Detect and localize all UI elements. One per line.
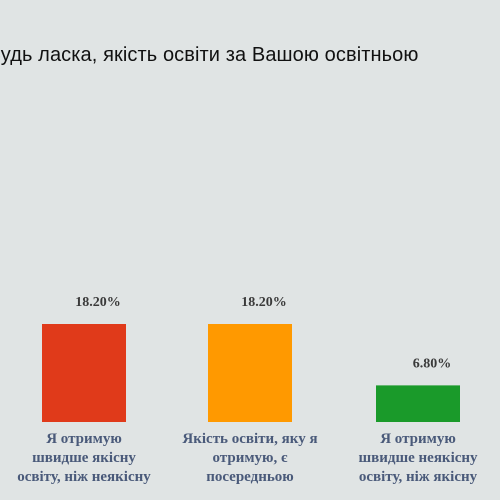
category-label-2: Якість освіти, яку я отримую, є посередньо… bbox=[170, 430, 330, 487]
bar-3 bbox=[376, 385, 460, 422]
category-label-3-line-3: освіту, ніж якісну bbox=[358, 469, 478, 485]
bar-1 bbox=[42, 324, 126, 422]
chart-title: Будь ласка, якість освіти за Вашою освіт… bbox=[0, 44, 419, 66]
category-label-1-line-3: освіту, ніж неякісну bbox=[17, 469, 151, 485]
category-label-2-line-2: отримую, є bbox=[212, 450, 288, 466]
bar-2 bbox=[208, 324, 292, 422]
category-label-1: Я отримую швидше якісну освіту, ніж неякіс… bbox=[4, 430, 164, 487]
category-label-2-line-3: посередньою bbox=[206, 469, 294, 485]
category-label-2-line-1: Якість освіти, яку я bbox=[182, 431, 318, 447]
data-label-2: 18.20% bbox=[241, 295, 287, 310]
category-label-3: Я отримую швидше неякісну освіту, ніж якіс… bbox=[338, 430, 498, 487]
category-label-3-line-1: Я отримую bbox=[380, 431, 456, 447]
category-label-3-line-2: швидше неякісну bbox=[358, 450, 478, 466]
category-label-1-line-1: Я отримую bbox=[46, 431, 122, 447]
category-label-1-line-2: швидше якісну bbox=[32, 450, 136, 466]
data-label-3: 6.80% bbox=[413, 356, 452, 371]
data-label-1: 18.20% bbox=[75, 295, 121, 310]
